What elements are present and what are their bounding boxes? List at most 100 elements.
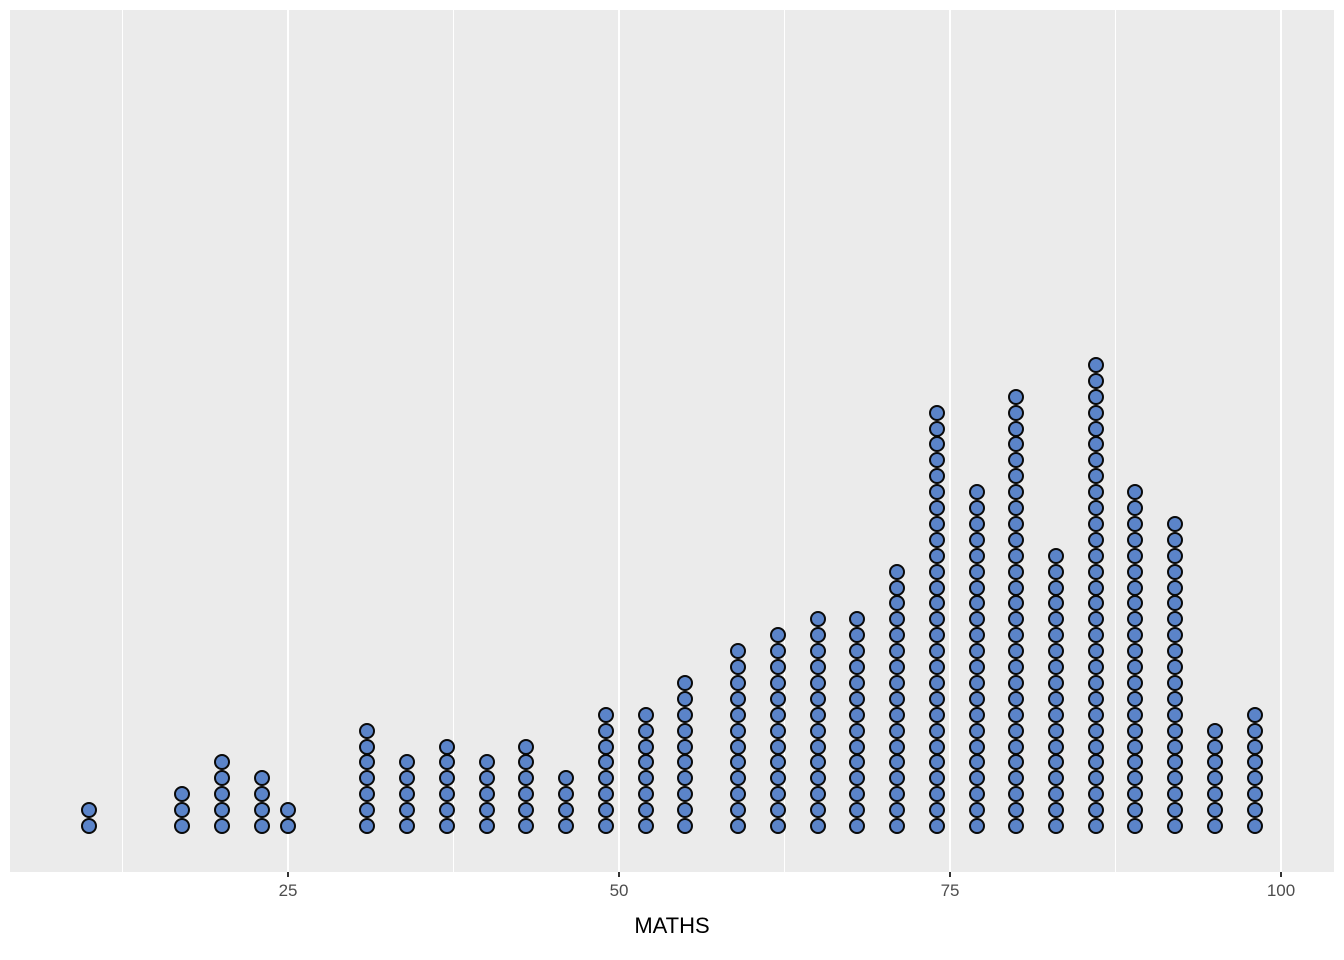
dot xyxy=(1008,627,1025,644)
dot xyxy=(968,627,985,644)
dot xyxy=(1047,579,1064,596)
dot xyxy=(174,818,191,834)
dot xyxy=(597,770,614,787)
dot xyxy=(359,770,376,787)
major-gridline xyxy=(1280,10,1283,872)
dot xyxy=(677,802,694,819)
dot xyxy=(849,659,866,675)
dot xyxy=(1087,515,1104,532)
dot xyxy=(213,786,230,803)
dot xyxy=(637,818,654,834)
dot xyxy=(1008,563,1025,580)
dot xyxy=(968,818,985,834)
dot xyxy=(1047,674,1064,691)
dot xyxy=(1047,643,1064,660)
dot xyxy=(809,738,826,755)
dot xyxy=(518,818,535,834)
dot xyxy=(928,627,945,644)
dot xyxy=(1008,436,1025,453)
dot xyxy=(730,722,747,739)
dot xyxy=(809,706,826,723)
dot xyxy=(730,786,747,803)
dot xyxy=(889,674,906,691)
dot xyxy=(637,802,654,819)
dot xyxy=(438,738,455,755)
dot xyxy=(968,706,985,723)
dot xyxy=(968,786,985,803)
dot xyxy=(928,436,945,453)
dot xyxy=(1087,484,1104,501)
dot xyxy=(438,770,455,787)
dot xyxy=(928,404,945,421)
dot xyxy=(928,659,945,675)
dot xyxy=(889,754,906,771)
dot xyxy=(1047,706,1064,723)
dot xyxy=(1087,722,1104,739)
dot xyxy=(1127,643,1144,660)
dot xyxy=(1008,547,1025,564)
minor-gridline xyxy=(121,10,124,872)
dot xyxy=(1008,579,1025,596)
dot xyxy=(1047,611,1064,628)
dot xyxy=(558,770,575,787)
dot xyxy=(1087,388,1104,405)
dot xyxy=(213,770,230,787)
dot xyxy=(677,770,694,787)
x-axis-title: MATHS xyxy=(634,913,710,938)
dot xyxy=(968,722,985,739)
dot xyxy=(769,690,786,707)
dot xyxy=(1047,690,1064,707)
dot xyxy=(1246,802,1263,819)
dot xyxy=(438,754,455,771)
dot xyxy=(889,627,906,644)
dot xyxy=(889,770,906,787)
dot xyxy=(174,802,191,819)
dot xyxy=(889,818,906,834)
dot xyxy=(928,420,945,437)
dot xyxy=(1167,786,1184,803)
dot xyxy=(809,690,826,707)
dot xyxy=(677,818,694,834)
dot xyxy=(1127,786,1144,803)
dot xyxy=(677,754,694,771)
dot xyxy=(1008,659,1025,675)
dot xyxy=(1206,738,1223,755)
x-tick-mark xyxy=(618,872,621,877)
dot xyxy=(1167,674,1184,691)
dot xyxy=(478,786,495,803)
dot xyxy=(280,818,297,834)
dot xyxy=(968,611,985,628)
dot xyxy=(174,786,191,803)
dot xyxy=(809,643,826,660)
dot xyxy=(809,722,826,739)
dot xyxy=(769,659,786,675)
dot xyxy=(1167,611,1184,628)
dot xyxy=(399,786,416,803)
dot xyxy=(1087,627,1104,644)
dot xyxy=(889,722,906,739)
dot xyxy=(1008,706,1025,723)
dot xyxy=(889,802,906,819)
dot xyxy=(478,770,495,787)
major-gridline xyxy=(287,10,290,872)
dot xyxy=(597,738,614,755)
dot xyxy=(849,611,866,628)
dot xyxy=(968,738,985,755)
dot xyxy=(730,674,747,691)
dot xyxy=(1047,802,1064,819)
dot xyxy=(1167,722,1184,739)
dot xyxy=(1008,611,1025,628)
dot xyxy=(769,627,786,644)
dot xyxy=(1047,770,1064,787)
dot xyxy=(213,802,230,819)
dot xyxy=(81,818,98,834)
dot xyxy=(1127,722,1144,739)
dot xyxy=(968,770,985,787)
dot xyxy=(1047,754,1064,771)
dot xyxy=(928,611,945,628)
dot xyxy=(730,818,747,834)
dot xyxy=(1087,595,1104,612)
x-tick-mark xyxy=(287,872,290,877)
dot xyxy=(1087,420,1104,437)
dot xyxy=(1127,818,1144,834)
